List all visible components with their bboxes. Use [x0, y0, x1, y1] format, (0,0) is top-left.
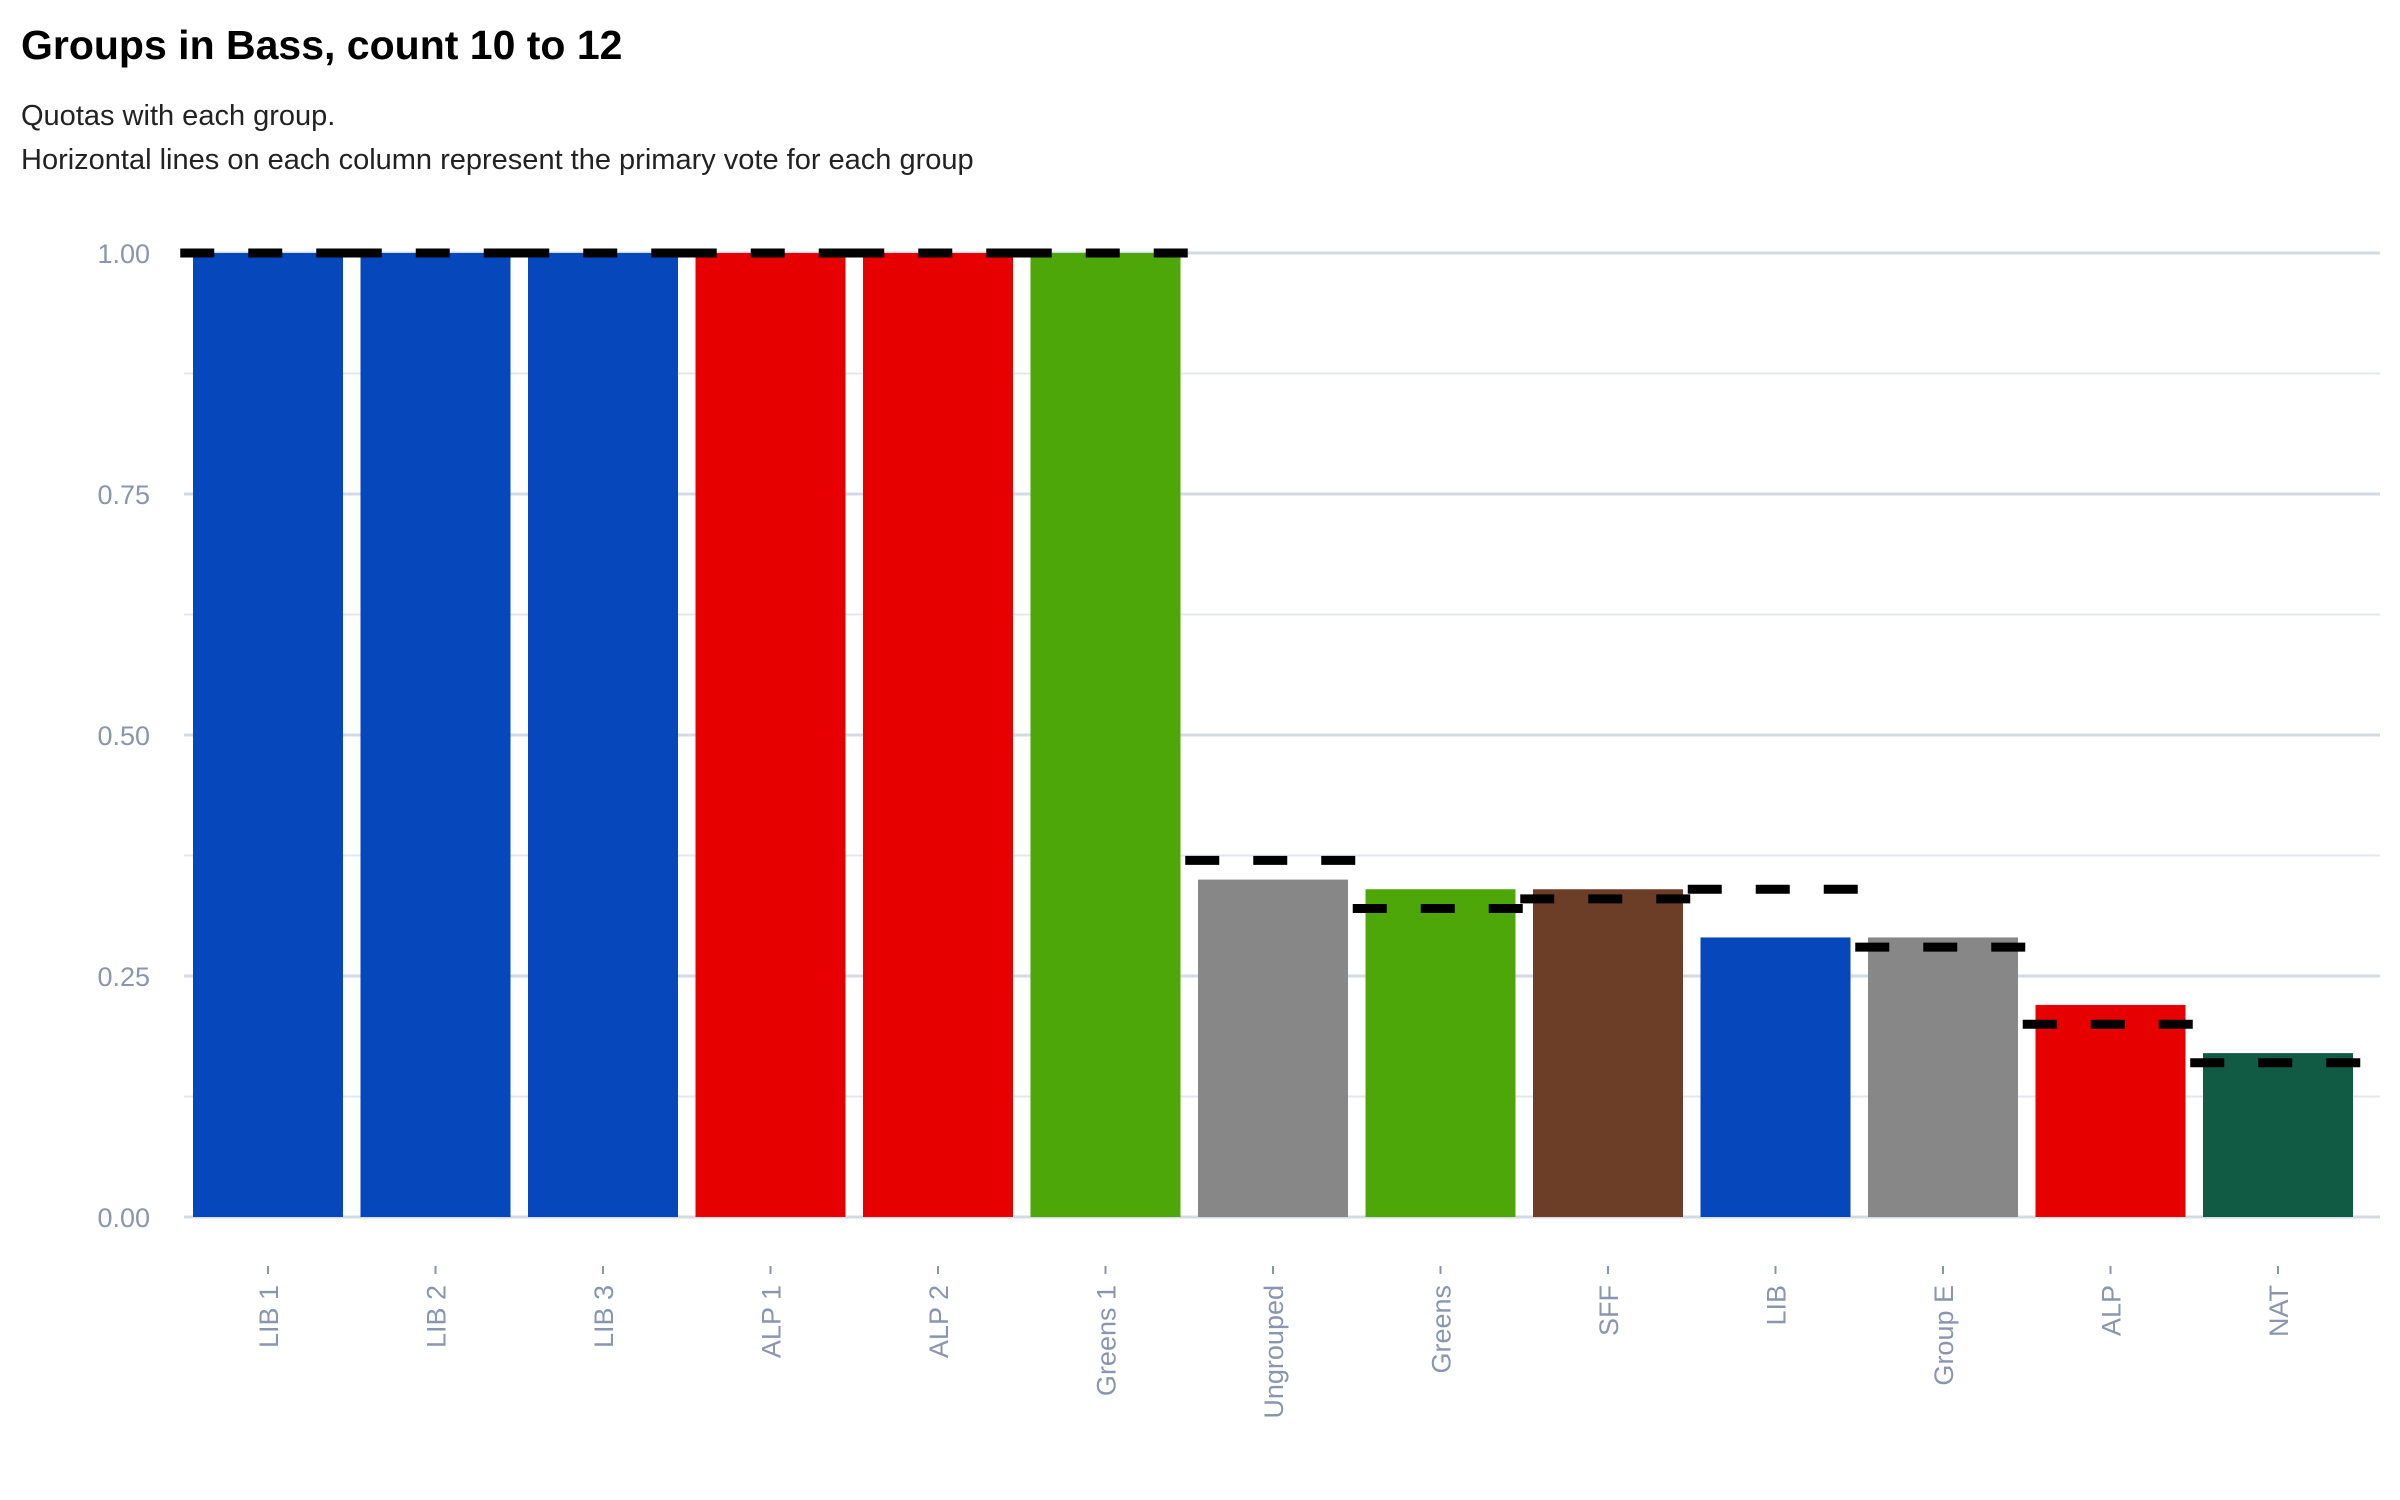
bar-group-e	[1868, 937, 2018, 1217]
x-tick-label: LIB 3	[589, 1285, 619, 1348]
chart-subtitle-line-1: Quotas with each group.	[21, 100, 336, 132]
x-tick-label: Ungrouped	[1259, 1285, 1289, 1419]
x-tick-label: LIB	[1762, 1285, 1792, 1326]
x-tick-label: ALP	[2097, 1285, 2127, 1336]
x-tick-label: LIB 1	[254, 1285, 284, 1348]
bar-greens-1	[1030, 253, 1181, 1217]
x-tick-label: Greens	[1427, 1285, 1457, 1374]
bar-lib-2	[360, 253, 511, 1217]
chart-title: Groups in Bass, count 10 to 12	[21, 22, 623, 68]
bar-lib	[1700, 937, 1851, 1217]
chart-subtitle-line-2: Horizontal lines on each column represen…	[21, 144, 974, 176]
y-tick-label: 0.00	[97, 1203, 150, 1233]
bar-lib-1	[193, 253, 343, 1217]
y-tick-label: 0.25	[97, 962, 150, 992]
y-tick-label: 1.00	[97, 239, 150, 269]
x-tick-label: ALP 1	[757, 1285, 787, 1358]
y-tick-label: 0.50	[97, 721, 150, 751]
x-tick-label: Group E	[1929, 1285, 1959, 1386]
x-tick-label: SFF	[1594, 1285, 1624, 1336]
x-tick-label: ALP 2	[924, 1285, 954, 1358]
bar-sff	[1533, 889, 1683, 1217]
bar-alp	[2035, 1004, 2186, 1217]
x-tick-label: LIB 2	[422, 1285, 452, 1348]
bar-nat	[2203, 1053, 2353, 1217]
bar-greens	[1365, 889, 1516, 1217]
x-tick-label: NAT	[2264, 1285, 2294, 1337]
bar-alp-1	[695, 253, 846, 1217]
bar-lib-3	[528, 253, 678, 1217]
bar-alp-2	[863, 253, 1013, 1217]
x-tick-label: Greens 1	[1092, 1285, 1122, 1396]
y-tick-label: 0.75	[97, 480, 150, 510]
bar-ungrouped	[1198, 879, 1348, 1217]
